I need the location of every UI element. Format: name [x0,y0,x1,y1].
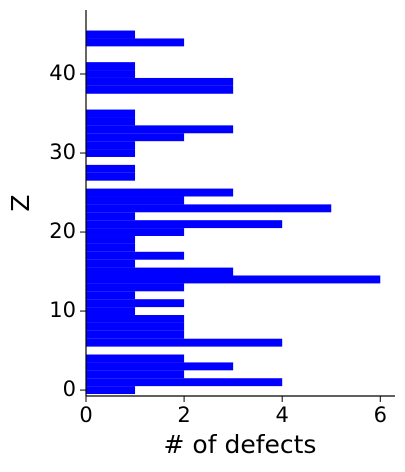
bar [86,141,136,150]
x-tick-label: 6 [374,403,387,427]
y-tick-label: 10 [49,298,76,322]
bar [86,259,136,268]
bar [86,386,136,395]
bar [86,243,136,252]
bar [86,212,136,221]
bar [86,70,136,78]
bar [86,315,185,323]
x-tick-label: 0 [79,403,92,427]
bar [86,62,136,71]
bar [86,338,283,347]
y-tick-label: 30 [49,140,76,164]
bar [86,149,136,157]
bar [86,251,185,260]
bar [86,235,136,244]
bar [86,362,234,371]
bar [86,30,136,39]
y-axis-label: Z [6,194,35,211]
bar [86,228,185,236]
bar [86,117,136,126]
bar [86,172,136,181]
bar [86,291,136,300]
y-tick-label: 40 [49,61,76,85]
bar [86,283,185,292]
bar [86,85,234,94]
bar [86,275,381,284]
bar [86,370,185,379]
bar [86,220,283,229]
bar [86,299,185,308]
bar [86,164,136,173]
y-tick-label: 20 [49,219,76,243]
x-tick-label: 2 [177,403,190,427]
bar [86,330,185,339]
bar [86,354,185,363]
x-tick-label: 4 [276,403,289,427]
x-axis-label: # of defects [164,430,317,459]
bar [86,267,234,276]
bar [86,188,234,197]
bar [86,109,136,118]
bar [86,133,185,142]
y-tick-label: 0 [63,377,76,401]
bar [86,322,185,331]
bar [86,77,234,86]
bar [86,38,185,47]
bar [86,307,136,316]
bar [86,204,332,213]
bar [86,125,234,134]
bar [86,196,185,205]
bar [86,378,283,387]
